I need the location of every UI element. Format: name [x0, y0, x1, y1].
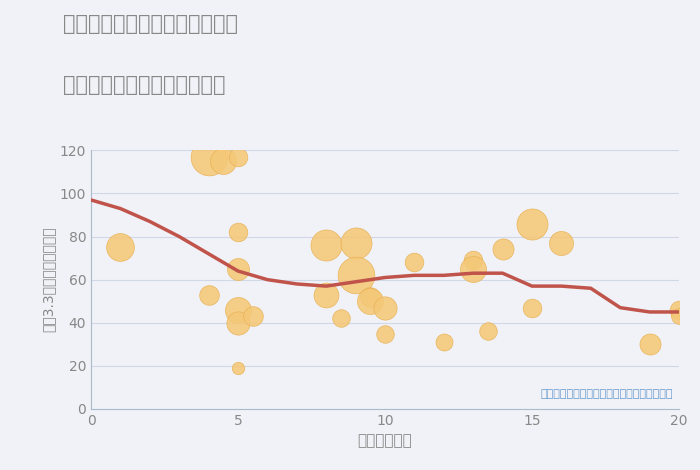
Point: [673, 306, 685, 313]
Point: [335, 315, 346, 322]
Point: [438, 338, 449, 346]
Point: [350, 239, 361, 247]
Point: [556, 239, 567, 247]
Point: [203, 291, 214, 298]
Point: [497, 246, 508, 253]
Point: [644, 340, 655, 348]
Point: [409, 258, 420, 266]
Point: [247, 313, 258, 320]
Point: [232, 306, 244, 313]
Point: [468, 257, 479, 264]
Point: [321, 291, 332, 298]
Point: [232, 228, 244, 236]
Y-axis label: 坪（3.3㎡）単価（万円）: 坪（3.3㎡）単価（万円）: [41, 227, 55, 332]
Point: [526, 304, 538, 312]
Point: [468, 265, 479, 273]
Point: [350, 272, 361, 279]
Point: [482, 328, 493, 335]
Point: [526, 220, 538, 227]
Point: [321, 242, 332, 249]
Point: [203, 153, 214, 161]
Point: [379, 330, 391, 337]
Text: 駅距離別中古マンション価格: 駅距離別中古マンション価格: [63, 75, 225, 95]
Point: [232, 265, 244, 273]
Point: [365, 298, 376, 305]
Point: [379, 304, 391, 312]
Point: [673, 313, 685, 320]
Point: [365, 293, 376, 301]
Text: 岐阜県加茂郡八百津町久田見の: 岐阜県加茂郡八百津町久田見の: [63, 14, 238, 34]
Point: [218, 157, 229, 165]
Point: [232, 319, 244, 327]
X-axis label: 駅距離（分）: 駅距離（分）: [358, 433, 412, 448]
Text: 円の大きさは、取引のあった物件面積を示す: 円の大きさは、取引のあった物件面積を示す: [540, 389, 673, 399]
Point: [232, 153, 244, 161]
Point: [232, 364, 244, 372]
Point: [115, 243, 126, 251]
